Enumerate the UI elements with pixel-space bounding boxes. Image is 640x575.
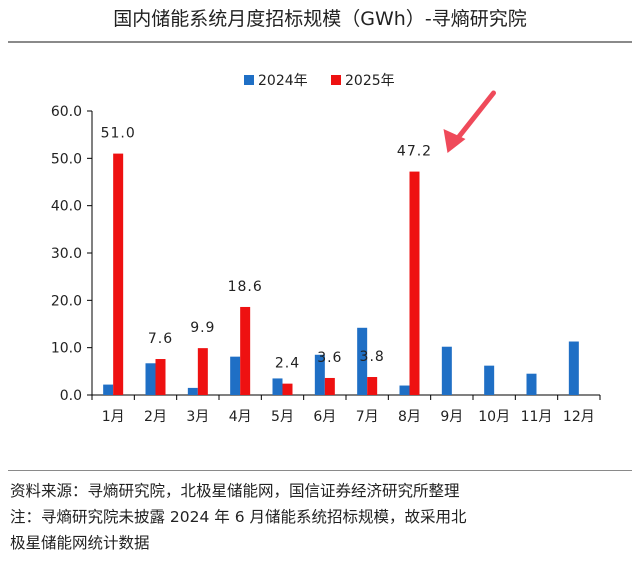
x-tick-label: 10月 (478, 409, 510, 425)
y-tick-label: 60.0 (51, 104, 82, 120)
x-tick-label: 8月 (398, 409, 421, 425)
data-labels: 51.0 7.6 9.9 18.6 2.4 3.6 3.8 47.2 (101, 126, 432, 372)
annotation-arrow (443, 90, 496, 153)
x-tick-label: 7月 (356, 409, 379, 425)
bar-2024 (484, 365, 495, 395)
data-label-2025: 7.6 (148, 331, 173, 347)
legend-swatch (244, 75, 254, 85)
x-tick-label: 11月 (521, 409, 553, 425)
arrow-shaft (453, 90, 496, 144)
x-axis: 1月 2月 3月 4月 5月 6月 7月 8月 9月 10月 11月 12月 (91, 394, 601, 425)
note-line-continued: 极星储能网统计数据 (10, 534, 150, 552)
y-tick-label: 0.0 (60, 388, 82, 404)
x-tick-label: 4月 (229, 409, 252, 425)
sources-note: 资料来源：寻熵研究院，北极星储能网，国信证券经济研究所整理 注：寻熵研究院未披露… (10, 478, 632, 556)
x-tick-label: 9月 (440, 409, 463, 425)
y-tick-label: 50.0 (51, 151, 82, 167)
bar-2024 (568, 341, 579, 395)
bars (103, 153, 579, 395)
x-tick-label: 1月 (102, 409, 125, 425)
bar-2024 (314, 354, 325, 395)
x-tick-label: 2月 (144, 409, 167, 425)
bar-2024 (441, 346, 452, 395)
data-label-2025: 51.0 (101, 126, 136, 142)
arrow-icon (443, 90, 496, 153)
legend-label: 2024年 (258, 73, 308, 89)
bar-2024 (187, 387, 198, 395)
x-tick-label: 3月 (186, 409, 209, 425)
bar-2024 (357, 327, 368, 395)
x-tick-label: 6月 (313, 409, 336, 425)
sources-line: 资料来源：寻熵研究院，北极星储能网，国信证券经济研究所整理 (10, 482, 460, 500)
data-label-2025: 9.9 (190, 320, 215, 336)
legend-swatch (331, 75, 341, 85)
legend-label: 2025年 (345, 73, 395, 89)
bar-2025 (113, 153, 124, 395)
bar-chart: 2024年 2025年 0.0 10.0 20.0 30.0 40.0 50.0 60.0 1… (51, 73, 601, 425)
x-tick-label: 5月 (271, 409, 294, 425)
arrow-head (443, 129, 466, 153)
y-tick-label: 10.0 (51, 341, 82, 357)
bar-2025 (197, 348, 208, 395)
bar-2024 (145, 363, 156, 395)
sources-divider (8, 470, 632, 471)
data-label-2025: 2.4 (275, 356, 300, 372)
chart-title: 国内储能系统月度招标规模（GWh）-寻熵研究院 (113, 8, 527, 30)
data-label-2025: 3.8 (360, 349, 385, 365)
bar-2025 (155, 359, 166, 395)
bar-2025 (240, 306, 251, 395)
bar-2025 (282, 383, 293, 395)
y-tick-label: 30.0 (51, 246, 82, 262)
title-divider (8, 41, 632, 43)
y-tick-label: 40.0 (51, 199, 82, 215)
bar-2025 (367, 377, 378, 395)
legend: 2024年 2025年 (244, 73, 395, 89)
note-line: 注：寻熵研究院未披露 2024 年 6 月储能系统招标规模，故采用北 (10, 508, 467, 526)
bar-2024 (399, 385, 410, 395)
x-tick-label: 12月 (563, 409, 595, 425)
y-axis: 0.0 10.0 20.0 30.0 40.0 50.0 60.0 (51, 104, 93, 404)
bar-2025 (324, 377, 335, 395)
data-label-2025: 47.2 (397, 144, 432, 160)
bar-2024 (103, 384, 114, 395)
data-label-2025: 18.6 (228, 279, 263, 295)
y-tick-label: 20.0 (51, 293, 82, 309)
bar-2024 (272, 378, 283, 395)
bar-2025 (409, 171, 420, 395)
bar-2024 (526, 373, 537, 395)
data-label-2025: 3.6 (317, 350, 342, 366)
bar-2024 (230, 356, 241, 395)
